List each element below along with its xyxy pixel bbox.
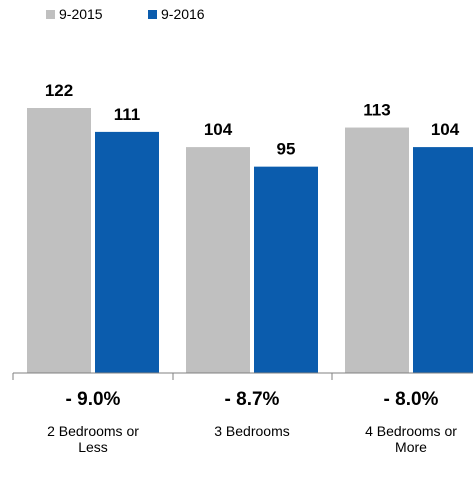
- category-label-3-line-2: More: [395, 439, 427, 455]
- value-label-2-1: 104: [204, 120, 233, 139]
- change-label-1: - 9.0%: [66, 389, 121, 410]
- legend-swatch-2: [148, 10, 157, 19]
- category-label-1-line-1: 2 Bedrooms or: [47, 423, 139, 439]
- bar-1-series-2: [95, 131, 159, 373]
- bar-3-series-2: [413, 147, 473, 373]
- legend-label-1: 9-2015: [59, 6, 103, 22]
- change-label-2: - 8.7%: [225, 389, 280, 410]
- bar-3-series-1: [345, 127, 409, 373]
- legend-swatch-1: [46, 10, 55, 19]
- bar-2-series-1: [186, 147, 250, 373]
- bar-2-series-2: [254, 166, 318, 373]
- change-label-3: - 8.0%: [384, 389, 439, 410]
- value-label-1-2: 111: [114, 105, 141, 124]
- value-label-1-1: 122: [45, 81, 73, 100]
- value-label-3-1: 113: [363, 101, 390, 120]
- legend-label-2: 9-2016: [161, 6, 205, 22]
- category-label-2-line-1: 3 Bedrooms: [214, 423, 289, 439]
- category-label-3-line-1: 4 Bedrooms or: [365, 423, 457, 439]
- value-label-3-2: 104: [431, 120, 460, 139]
- value-label-2-2: 95: [277, 140, 296, 159]
- category-label-1-line-2: Less: [78, 439, 108, 455]
- bar-1-series-1: [27, 108, 91, 373]
